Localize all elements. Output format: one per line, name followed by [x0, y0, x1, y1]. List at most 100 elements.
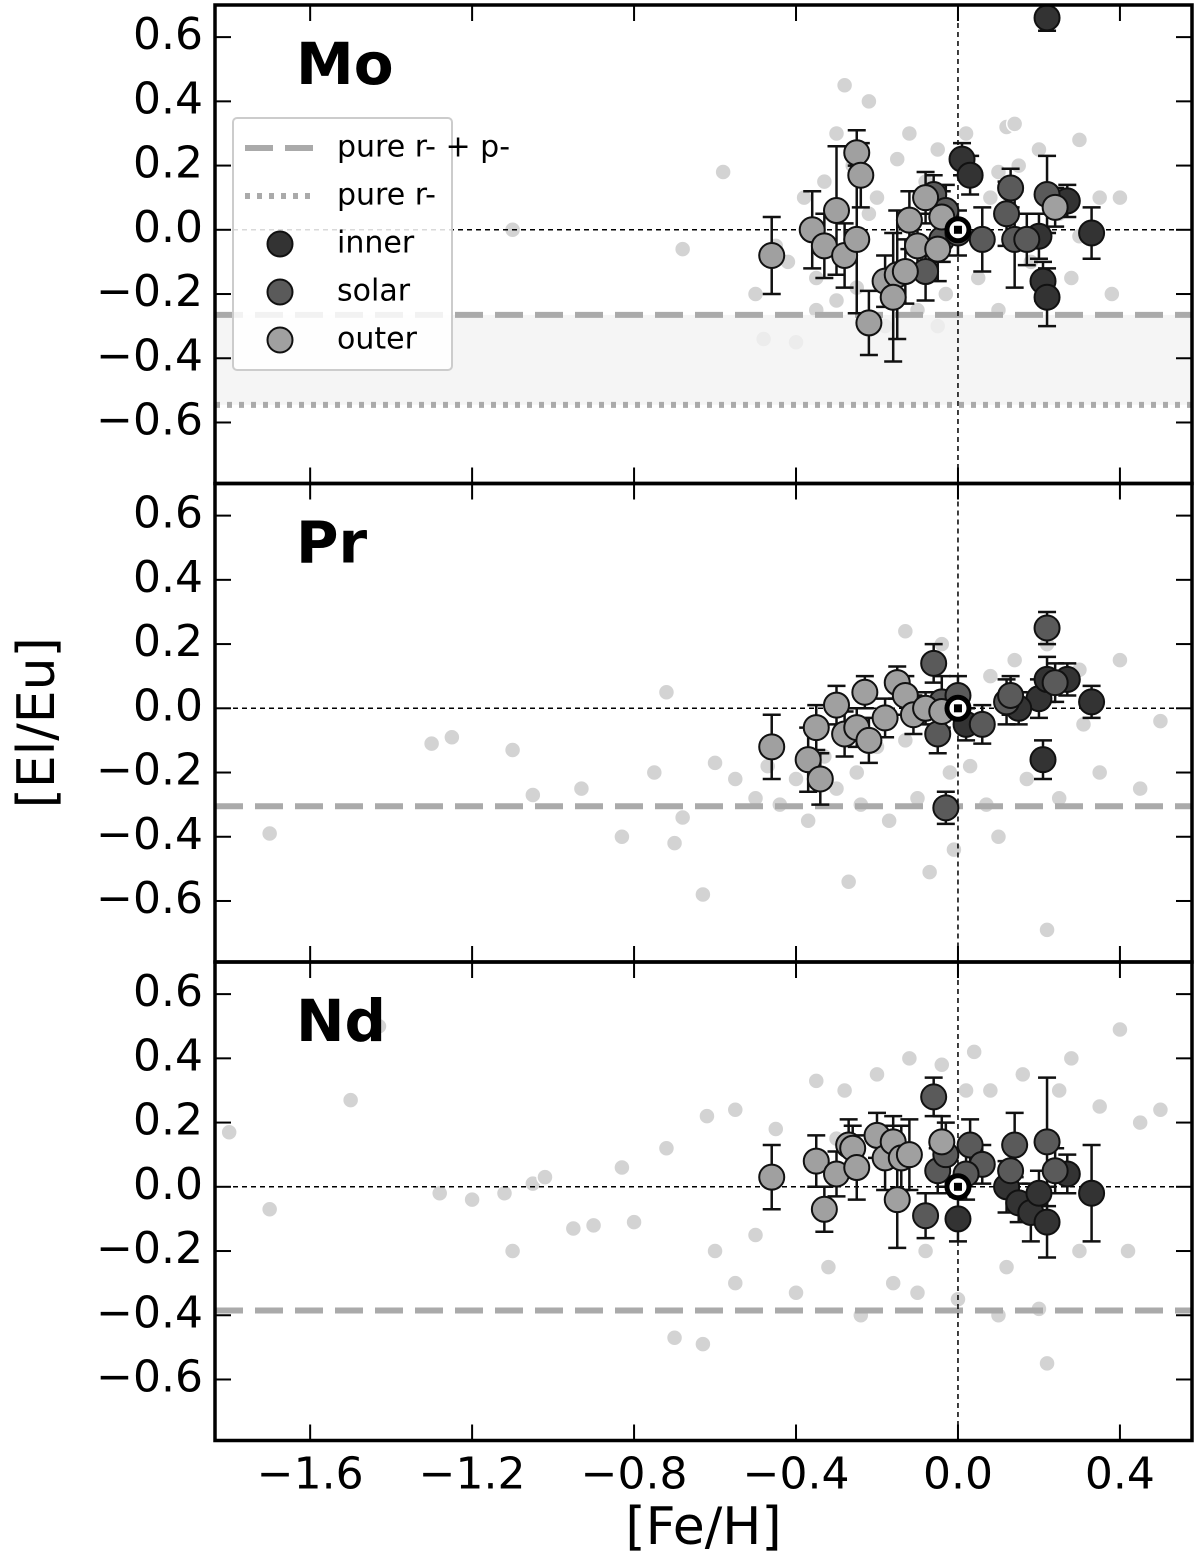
legend-marker	[266, 326, 294, 354]
star-point	[843, 225, 871, 253]
field-star	[969, 269, 987, 287]
field-star	[981, 667, 1000, 685]
field-star	[503, 741, 522, 759]
star-point	[794, 746, 822, 774]
star-point	[928, 1128, 956, 1156]
star-point	[956, 1131, 984, 1159]
field-star	[827, 124, 846, 143]
field-star	[1062, 269, 1081, 287]
sun-center	[953, 225, 962, 234]
field-star	[572, 779, 591, 798]
field-star	[536, 1168, 554, 1186]
y-tick-label: 0.6	[133, 9, 203, 60]
field-star	[1151, 712, 1170, 730]
field-star	[868, 188, 886, 207]
legend-label: outer	[337, 322, 418, 357]
field-star	[787, 770, 805, 788]
star-point	[895, 206, 923, 234]
star-point	[895, 1141, 923, 1169]
field-star	[957, 1081, 975, 1100]
y-tick-label: 0.0	[133, 680, 203, 731]
star-point	[871, 704, 899, 732]
star-point	[944, 1205, 972, 1233]
field-star	[495, 1184, 514, 1202]
star-point	[855, 309, 883, 337]
panel-frame	[213, 960, 1194, 1443]
field-star	[880, 811, 898, 830]
field-star	[767, 1120, 785, 1138]
y-tick-label: 0.4	[133, 73, 203, 124]
star-point	[806, 765, 834, 793]
star-point	[932, 794, 960, 822]
field-star	[835, 1081, 854, 1100]
panel: −0.6 −0.4 −0.2 0.0 0.2 0.4 0.6 Pr [El/Eu]	[7, 481, 1194, 964]
field-star	[961, 757, 979, 775]
field-star	[884, 1274, 902, 1292]
star-point	[843, 1154, 871, 1182]
field-star	[673, 808, 692, 827]
star-point	[997, 1157, 1025, 1185]
field-star	[848, 763, 866, 782]
field-star	[1151, 1100, 1170, 1119]
star-point	[1041, 1157, 1069, 1185]
legend-label: pure r-	[337, 178, 436, 213]
field-star	[945, 840, 963, 859]
legend: pure r- + p-pure r-inner solar outer	[232, 117, 510, 371]
field-star	[706, 1242, 724, 1260]
y-tick-label: −0.2	[96, 266, 203, 317]
field-star	[260, 1200, 279, 1219]
field-star	[937, 285, 955, 303]
legend-label: solar	[337, 274, 411, 309]
star-point	[851, 678, 879, 706]
field-star	[1103, 285, 1121, 303]
field-star	[1005, 115, 1024, 133]
field-star	[1074, 715, 1093, 734]
panel: −0.6 −0.4 −0.2 0.0 0.2 0.4 0.6 −1.6 −1.2 −0.8 −0.4…	[96, 960, 1194, 1557]
star-point	[847, 161, 875, 189]
y-tick-label: 0.6	[133, 966, 203, 1017]
star-point	[1041, 669, 1069, 697]
star-point	[758, 1163, 786, 1191]
field-star	[260, 824, 279, 843]
panel: −0.6 −0.4 −0.2 0.0 0.2 0.4 0.6 Mo pure r- + p-pu…	[96, 3, 1194, 486]
field-star	[787, 1284, 805, 1302]
field-star	[1111, 1020, 1129, 1039]
star-point	[1041, 193, 1069, 221]
y-tick-label: 0.2	[133, 616, 203, 667]
star-point	[802, 714, 830, 742]
field-star	[665, 1328, 684, 1347]
star-point	[891, 258, 919, 286]
field-star	[997, 1258, 1016, 1276]
field-star	[815, 172, 834, 191]
field-star	[916, 1242, 935, 1260]
field-star	[928, 140, 947, 159]
y-tick-label: −0.4	[96, 330, 203, 381]
field-star	[933, 1056, 951, 1074]
field-star	[1050, 1081, 1068, 1100]
star-point	[924, 720, 952, 748]
y-tick-label: −0.4	[96, 809, 203, 860]
field-star	[827, 291, 846, 310]
star-point	[993, 200, 1021, 228]
y-tick-label: −0.2	[96, 745, 203, 796]
field-star	[1062, 1049, 1081, 1068]
y-tick-label: −0.6	[96, 394, 203, 445]
panel-title: Nd	[296, 987, 386, 1055]
field-star	[819, 1258, 838, 1276]
field-star	[900, 1049, 919, 1068]
field-star	[694, 1335, 712, 1353]
star-point	[997, 174, 1025, 202]
star-point	[1033, 283, 1061, 311]
star-point	[956, 161, 984, 189]
field-star	[1009, 156, 1028, 175]
field-star	[657, 683, 676, 701]
field-star	[1131, 1113, 1149, 1132]
field-star	[868, 1065, 886, 1084]
legend-marker	[266, 278, 294, 306]
field-star	[698, 1107, 716, 1125]
star-point	[1033, 1128, 1061, 1156]
y-tick-label: 0.2	[133, 1095, 203, 1146]
y-tick-label: −0.2	[96, 1223, 203, 1274]
x-axis-label: [Fe/H]	[625, 1497, 781, 1557]
sun-center	[953, 704, 962, 713]
